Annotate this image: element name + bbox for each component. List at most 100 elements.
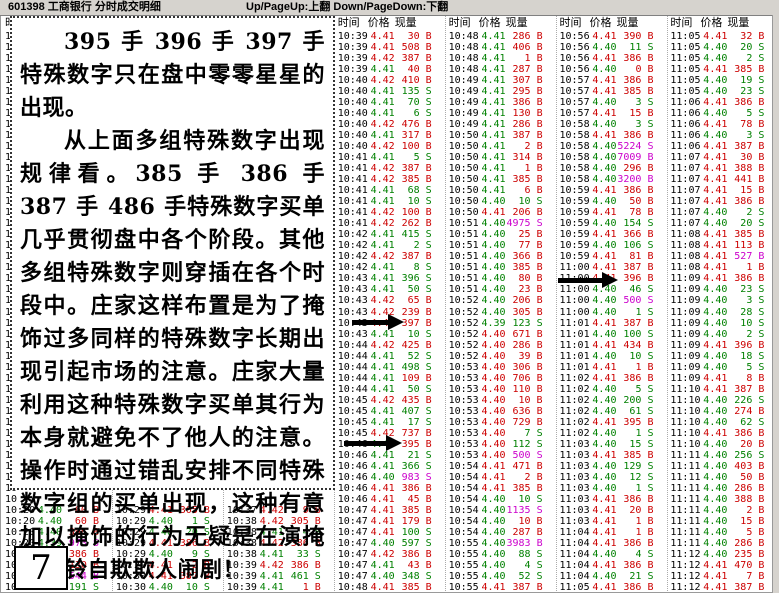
trade-time: 10:55 [448, 548, 479, 560]
trade-price: 4.40 [370, 537, 395, 549]
trade-row: 10:39 4.42 386 B [224, 560, 324, 571]
trade-price: 4.40 [703, 394, 728, 406]
trade-time: 10:54 [448, 504, 479, 516]
trade-price: 4.40 [37, 515, 62, 527]
trade-time: 11:03 [559, 471, 590, 483]
trade-time: 11:07 [670, 163, 701, 175]
trade-price: 4.41 [259, 548, 284, 560]
trade-volume: 729 B [512, 416, 543, 428]
trade-volume: 50 S [407, 284, 432, 296]
trade-volume: 706 B [512, 372, 543, 384]
trade-time: 10:54 [448, 526, 479, 538]
trade-volume: 385 B [401, 174, 432, 186]
trade-row: 11:09 4.40 23 S [667, 284, 767, 295]
trade-volume: 1 B [635, 361, 654, 373]
trade-time: 10:57 [559, 97, 590, 109]
trade-volume: 274 B [734, 405, 765, 417]
trade-time: 10:43 [337, 284, 368, 296]
trade-row: 10:53 4.40 729 B [446, 417, 546, 428]
trade-time: 10:53 [448, 449, 479, 461]
trade-row: 11:01 4.41 434 B [557, 340, 657, 351]
trade-time: 11:02 [559, 405, 590, 417]
trade-time: 10:52 [448, 295, 479, 307]
trade-volume: 434 B [623, 339, 654, 351]
trade-price: 4.40 [703, 108, 728, 120]
trade-volume: 10 S [518, 196, 543, 208]
trade-volume: 30 B [407, 31, 432, 42]
trade-row: 10:50 4.41 1 B [446, 163, 546, 174]
trade-price: 4.40 [481, 218, 506, 230]
trade-row: 11:01 4.41 1 B [557, 362, 657, 373]
trade-time: 10:59 [559, 251, 590, 263]
trade-row: 10:51 4.40 77 B [446, 240, 546, 251]
trade-price: 4.41 [259, 570, 284, 582]
trade-row: 10:53 4.40 10 B [446, 395, 546, 406]
trade-row: 10:47 4.41 179 B [335, 516, 435, 527]
trade-volume: 18 S [740, 350, 765, 362]
trade-time: 11:11 [670, 537, 701, 549]
trade-price: 4.41 [592, 537, 617, 549]
trade-row: 10:49 4.41 130 B [446, 108, 546, 119]
trade-price: 4.41 [370, 372, 395, 384]
trade-row: 11:04 4.40 21 S [557, 571, 657, 582]
trade-row: 10:44 4.41 498 S [335, 362, 435, 373]
trade-time: 10:59 [559, 185, 590, 197]
trade-time: 10:29 [115, 537, 146, 549]
trade-row: 11:06 4.41 78 B [667, 119, 767, 130]
trade-price: 4.40 [703, 515, 728, 527]
trade-price: 4.40 [481, 350, 506, 362]
trade-row: 10:58 4.41 386 B [557, 130, 657, 141]
trade-volume: 386 B [290, 559, 321, 571]
trade-row: 11:01 4.40 10 S [557, 351, 657, 362]
trade-row: 10:49 4.41 286 B [446, 119, 546, 130]
trade-time: 11:05 [670, 42, 701, 54]
trade-price: 4.42 [370, 207, 395, 219]
trade-price: 4.40 [481, 438, 506, 450]
trade-price: 4.41 [592, 526, 617, 538]
trade-row: 11:00 4.40 46 S [557, 284, 657, 295]
trade-price: 4.40 [592, 405, 617, 417]
trade-row: 10:30 4.41 387 B [113, 571, 213, 582]
trade-price: 4.40 [481, 416, 506, 428]
trade-time: 10:41 [337, 174, 368, 186]
trade-row: 11:02 4.40 200 S [557, 395, 657, 406]
trade-time: 11:07 [670, 174, 701, 186]
trade-price: 4.40 [148, 548, 173, 560]
trade-time: 10:50 [448, 185, 479, 197]
trade-row: 10:57 4.41 386 B [557, 75, 657, 86]
trade-row: 10:49 4.41 386 B [446, 97, 546, 108]
trade-row: 11:06 4.40 3 S [667, 130, 767, 141]
trade-row: 11:07 4.41 386 B [667, 196, 767, 207]
trade-time: 10:38 [226, 537, 257, 549]
title-bar: 601398 工商银行 分时成交明细 Up/PageUp:上翻 Down/Pag… [0, 0, 779, 16]
trade-price: 4.40 [481, 504, 506, 516]
trade-price: 4.41 [703, 339, 728, 351]
trade-price: 4.40 [481, 537, 506, 549]
trade-row: 10:29 4.40 9 S [113, 549, 213, 560]
trade-time: 10:59 [559, 229, 590, 241]
trade-row: 10:54 4.40 10 B [446, 516, 546, 527]
trade-volume: 45 B [407, 493, 432, 505]
column-header-volume: 现量 [505, 17, 528, 29]
trade-time: 10:51 [448, 240, 479, 252]
trade-volume: 52 S [407, 350, 432, 362]
trade-row: 11:05 4.40 2 S [667, 53, 767, 64]
trade-volume: 20 B [740, 438, 765, 450]
trade-time: 10:52 [448, 328, 479, 340]
trade-volume: 387 B [179, 570, 210, 582]
trade-time: 11:12 [670, 559, 701, 571]
trade-time: 11:12 [670, 582, 701, 593]
trade-price: 4.41 [592, 515, 617, 527]
trade-volume: 7009 B [617, 152, 654, 164]
trade-price: 4.41 [481, 119, 506, 131]
trade-row: 10:44 4.41 52 S [335, 351, 435, 362]
trade-time: 10:47 [337, 559, 368, 571]
trade-time: 11:09 [670, 328, 701, 340]
trade-volume: 10 B [518, 515, 543, 527]
trade-time: 10:38 [226, 515, 257, 527]
trade-volume: 366 B [623, 229, 654, 241]
trade-time: 10:49 [448, 119, 479, 131]
trade-price: 4.41 [592, 361, 617, 373]
trade-price: 4.42 [370, 548, 395, 560]
trade-volume: 32 B [740, 31, 765, 42]
